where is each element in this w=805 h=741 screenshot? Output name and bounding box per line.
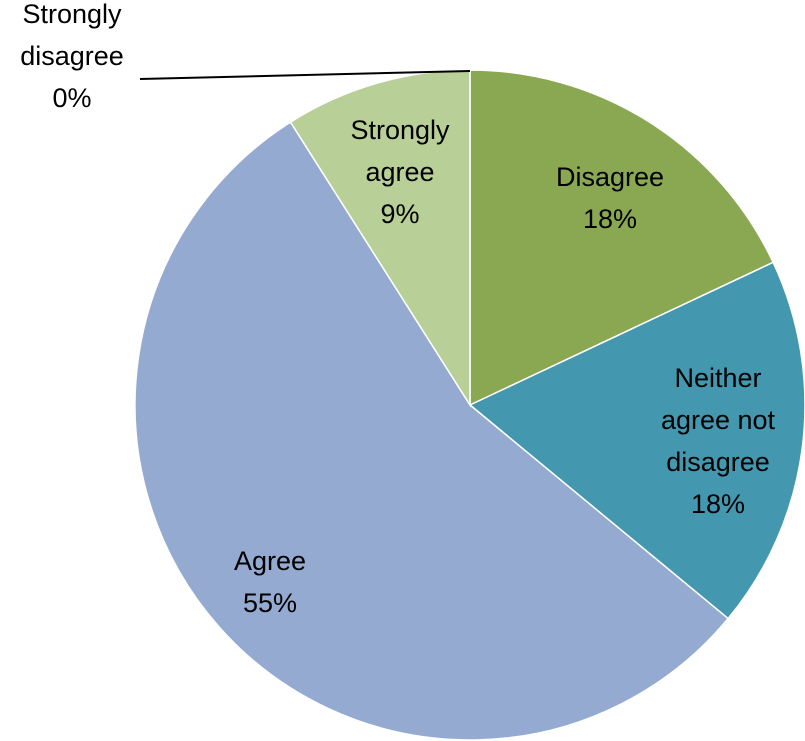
slice-label-neither-agree-not-disagree: Neither agree not disagree 18%	[661, 363, 776, 519]
pie-slices	[134, 69, 805, 741]
leader-line-strongly-disagree	[139, 70, 471, 80]
slice-label-strongly-agree: Strongly agree 9%	[350, 115, 450, 229]
slice-label-disagree: Disagree 18%	[556, 162, 664, 234]
pie-slice-agree	[134, 121, 730, 741]
pie-slice-neither-agree-not-disagree	[468, 261, 805, 620]
pie-slice-strongly-agree	[289, 69, 471, 408]
pie-slice-disagree	[469, 69, 775, 407]
slice-label-strongly-disagree: Strongly disagree 0%	[20, 0, 124, 113]
pie-labels: Disagree 18% Neither agree not disagree 18% Ag…	[20, 0, 775, 618]
slice-label-agree: Agree 55%	[234, 546, 306, 618]
